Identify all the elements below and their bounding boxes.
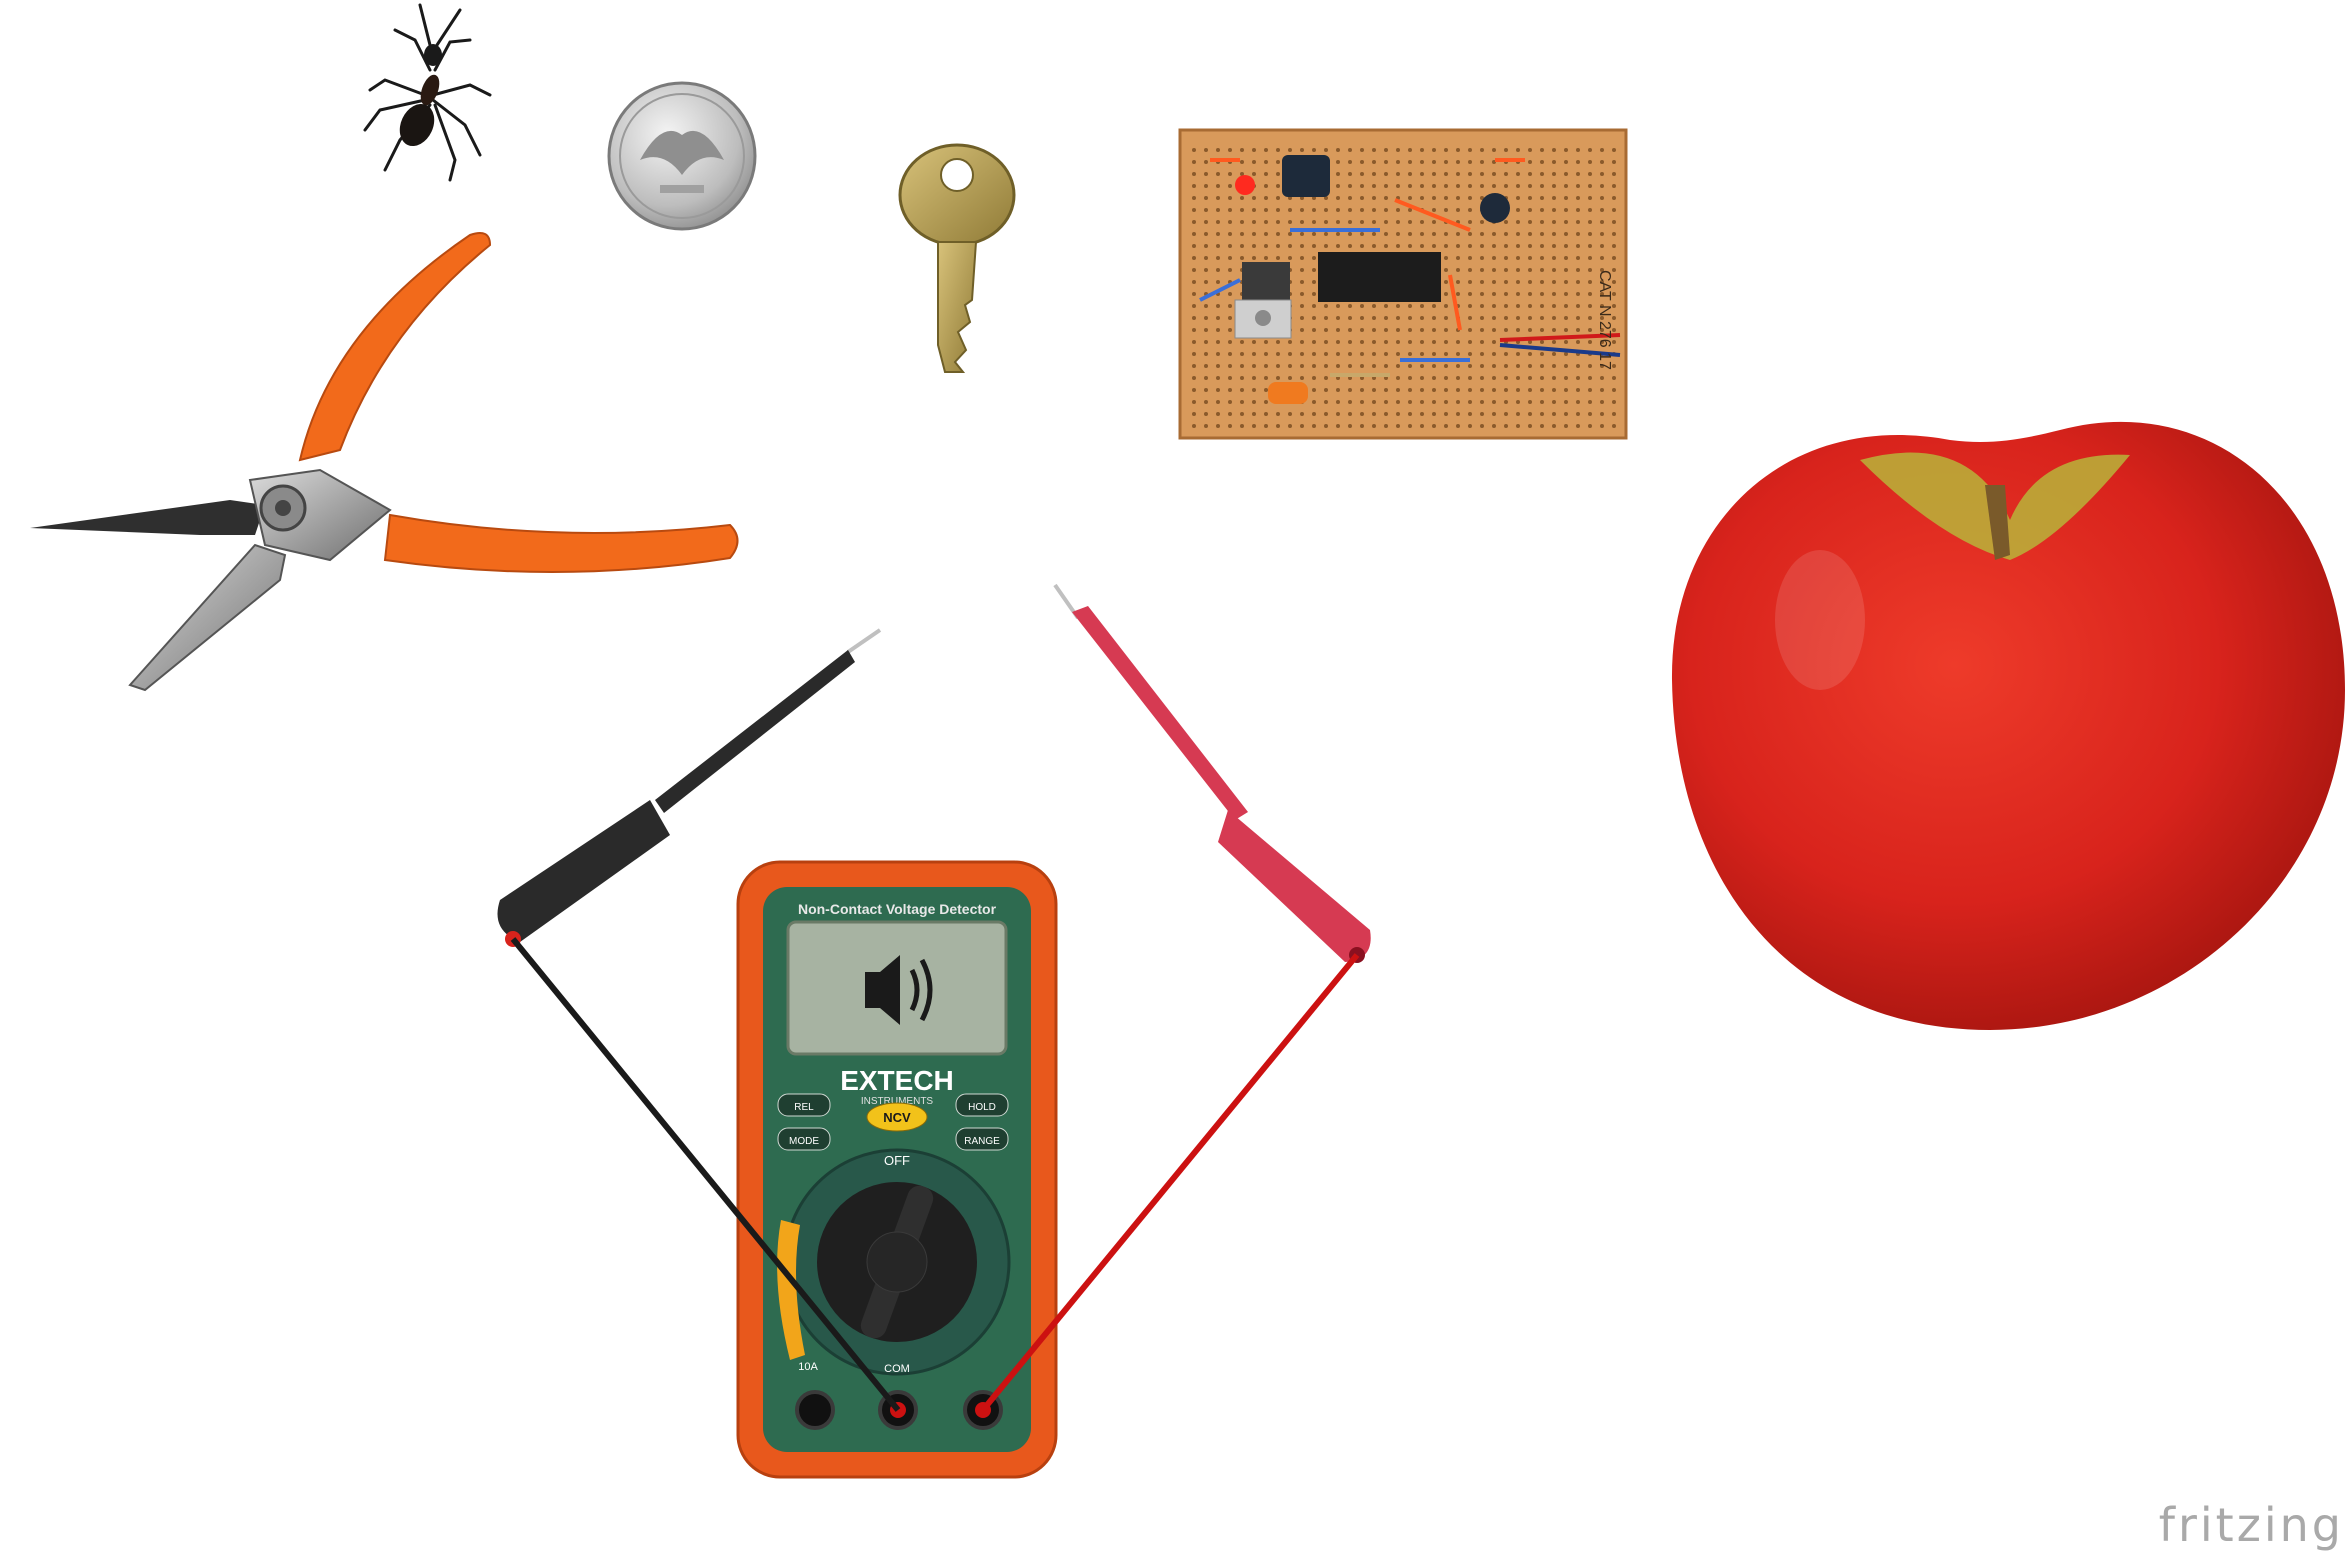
rel-button[interactable]: REL — [777, 1093, 831, 1117]
multimeter-icon[interactable]: Non-Contact Voltage Detector EXTECH INST… — [736, 860, 1058, 1479]
apple-icon[interactable] — [1671, 421, 2345, 1030]
ncv-label: NCV — [883, 1110, 911, 1125]
meter-subbrand: INSTRUMENTS — [861, 1096, 934, 1107]
red-test-probe[interactable] — [1053, 583, 1371, 963]
rel-button-label: REL — [794, 1102, 814, 1113]
ant-icon[interactable] — [363, 3, 492, 182]
meter-brand: EXTECH — [840, 1065, 954, 1096]
hold-button[interactable]: HOLD — [955, 1093, 1009, 1117]
key-icon[interactable] — [898, 143, 1016, 373]
range-button[interactable]: RANGE — [955, 1127, 1009, 1151]
black-wire[interactable] — [510, 937, 901, 1412]
speaker-icon — [865, 955, 933, 1025]
red-wire[interactable] — [980, 953, 1360, 1412]
pliers-icon[interactable] — [30, 232, 739, 692]
hold-button-label: HOLD — [968, 1102, 996, 1113]
mode-button[interactable]: MODE — [777, 1127, 831, 1151]
ncv-button[interactable]: NCV — [866, 1102, 928, 1132]
port-10a-jack[interactable] — [795, 1390, 835, 1430]
port-com-label: COM — [884, 1363, 910, 1375]
dial-off-label: OFF — [884, 1153, 910, 1168]
circuit-board-icon[interactable]: CAT N 276 17 — [1178, 128, 1628, 440]
port-10a-label: 10A — [798, 1361, 818, 1373]
rotary-dial[interactable] — [817, 1182, 977, 1342]
black-test-probe[interactable] — [497, 628, 882, 947]
coin-icon[interactable] — [607, 81, 757, 231]
range-button-label: RANGE — [964, 1136, 1000, 1147]
pcb-label: CAT N 276 17 — [1596, 270, 1613, 370]
fritzing-watermark: fritzing — [2158, 1498, 2344, 1552]
mode-button-label: MODE — [789, 1136, 819, 1147]
meter-header: Non-Contact Voltage Detector — [798, 901, 997, 917]
